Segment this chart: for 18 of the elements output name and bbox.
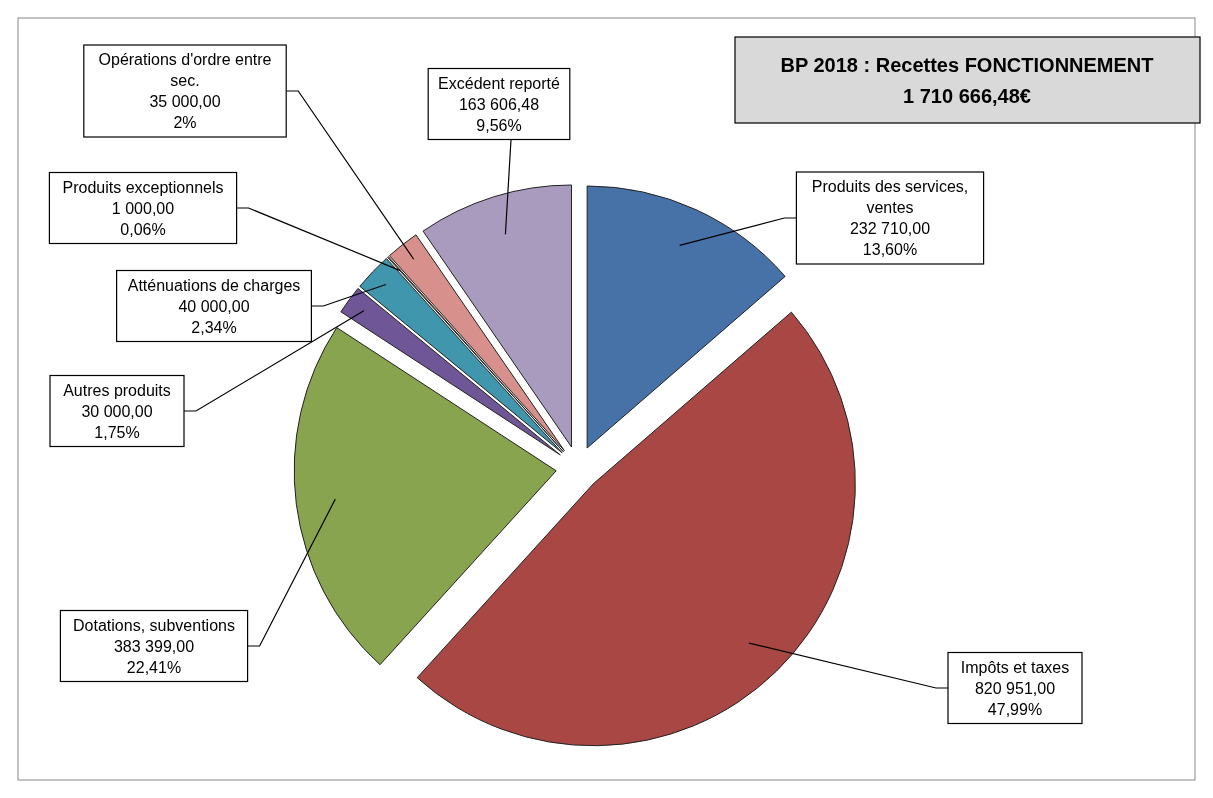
data-label: 40 000,00 2,34% <box>178 297 250 336</box>
chart-title: BP 2018 : Recettes FONCTIONNEMENT <box>780 54 1154 76</box>
data-label: 35 000,00 2% <box>149 93 221 132</box>
data-label: 163 606,48 9,56% <box>458 95 540 134</box>
slice-label: Dotations, subventions <box>73 616 235 634</box>
data-label: 30 000,00 1,75% <box>81 402 153 441</box>
slice-label: Autres produits <box>63 381 171 399</box>
data-label: 232 710,00 13,60% <box>849 220 931 259</box>
slice-label: Produits exceptionnels <box>62 178 224 196</box>
data-label: 383 399,00 22,41% <box>113 637 195 676</box>
slice-label: Atténuations de charges <box>127 276 301 294</box>
slice-label: Excédent reporté <box>438 74 561 92</box>
slice-label: Impôts et taxes <box>960 658 1070 676</box>
slice-label: Opérations d'ordre entre sec. <box>98 51 272 90</box>
data-label: 820 951,00 47,99% <box>974 679 1056 718</box>
data-label: 1 000,00 0,06% <box>111 199 175 238</box>
slice-label: Produits des services, ventes <box>811 178 969 217</box>
text: 1 710 666,48€ <box>903 85 1031 107</box>
